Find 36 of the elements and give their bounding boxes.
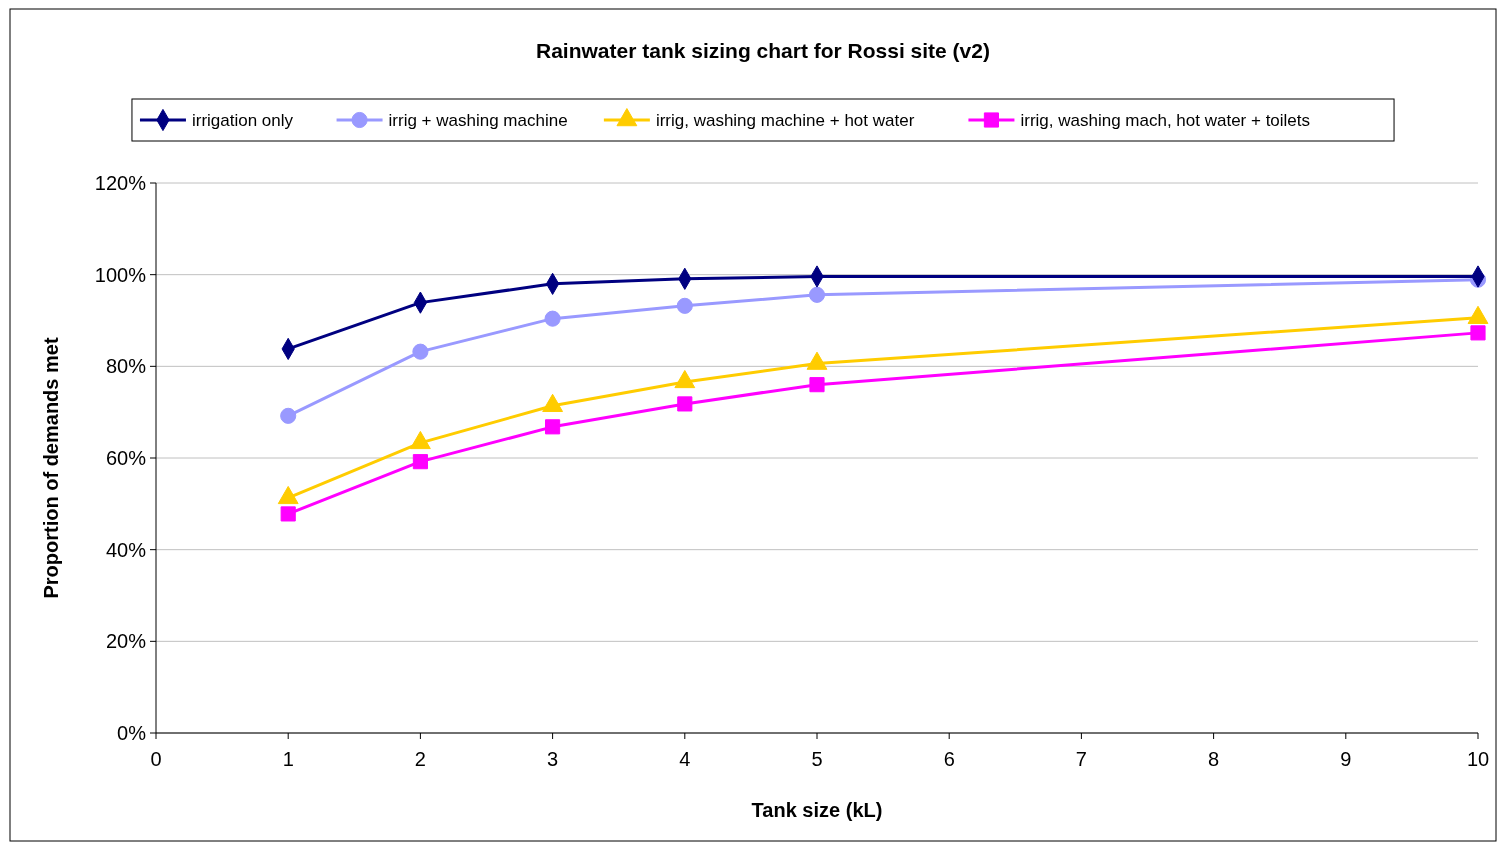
point [412,454,428,470]
point [280,407,297,424]
x-tick-label: 10 [1466,748,1490,770]
y-tick-label: 60% [105,447,147,469]
x-tick-label: 2 [414,748,426,770]
x-tick-label: 6 [943,748,955,770]
point [808,286,826,303]
legend-label: irrig + washing machine [388,110,568,130]
chart-title: Rainwater tank sizing chart for Rossi site (v2) [536,39,990,62]
y-tick-label: 100% [94,263,147,286]
legend-label: irrig, washing machine + hot water [655,110,915,130]
x-tick-label: 1 [282,748,294,770]
point [545,419,561,435]
x-tick-label: 4 [679,748,691,770]
x-tick-label: 7 [1075,748,1087,770]
point [809,377,825,393]
x-axis-title: Tank size (kL) [751,799,883,821]
y-axis-title: Proportion of demands met [40,337,62,599]
point [544,310,561,327]
x-tick-label: 3 [547,748,559,770]
y-tick-label: 120% [94,172,147,194]
x-tick-label: 9 [1340,748,1352,770]
x-tick-label: 0 [150,748,162,770]
y-tick-label: 0% [117,722,147,744]
point [280,506,296,522]
y-tick-label: 20% [105,630,147,653]
legend-label: irrigation only [191,110,294,130]
x-tick-label: 8 [1208,748,1220,770]
x-tick-label: 5 [811,748,823,770]
y-tick-label: 80% [105,355,147,378]
legend-label: irrig, washing mach, hot water + toilets [1020,110,1311,130]
point [412,343,429,360]
point [676,297,693,314]
y-tick-label: 40% [105,538,147,561]
point [677,396,693,412]
point [1470,325,1486,341]
